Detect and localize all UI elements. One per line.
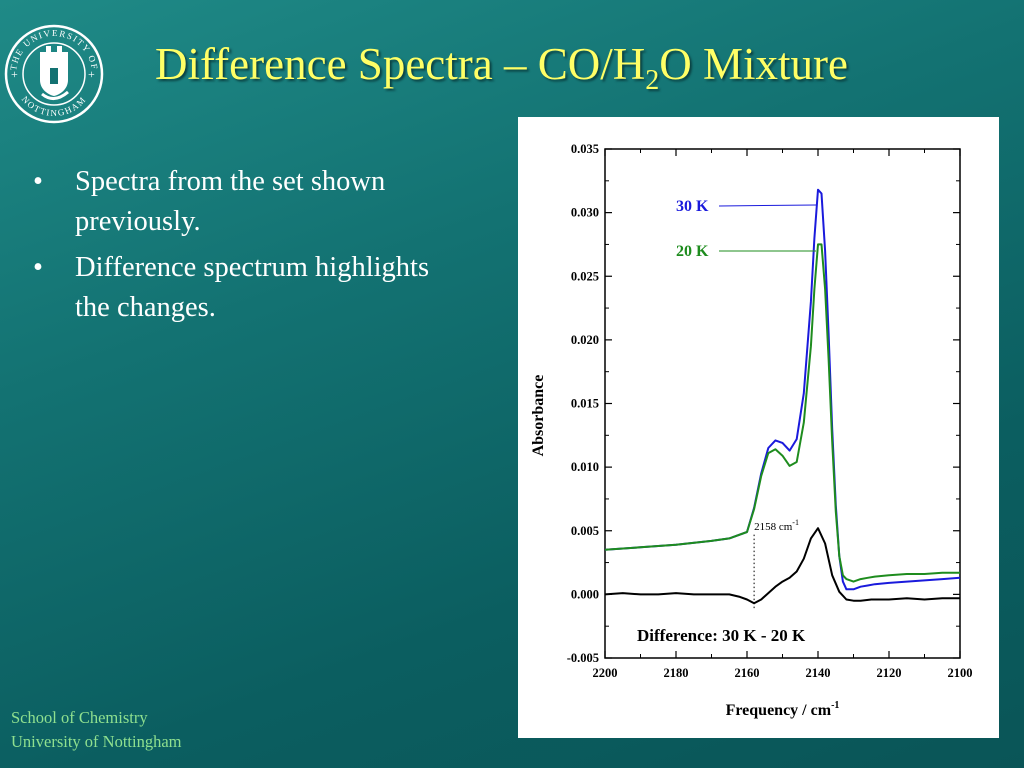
bullet-text: Difference spectrum highlights the chang… [75,252,430,323]
bullet-list: • Spectra from the set shown previously.… [30,162,470,334]
leader-line [718,204,817,207]
university-logo: THE UNIVERSITY OF NOTTINGHAM + + [2,2,106,138]
y-tick-label: 0.020 [571,333,599,347]
series-line-difference [604,527,960,605]
y-tick-label: 0.000 [571,587,599,601]
x-axis-label-sup: -1 [831,700,839,711]
y-tick-label: 0.035 [571,142,599,156]
series-line-20-k [604,243,960,583]
y-tick-label: 0.025 [571,269,599,283]
y-tick-label: 0.015 [571,397,599,411]
series-label: 20 K [676,243,709,260]
series-label: 30 K [676,198,709,215]
x-tick-label: 2100 [948,666,973,680]
x-axis-label: Frequency / cm-1 [726,700,840,719]
spectra-chart: 0.035 0.030 0.025 0.020 0.015 0.010 0.005 0.000… [530,142,973,719]
y-tick-label: 0.005 [571,524,599,538]
chart-panel: 0.035 0.030 0.025 0.020 0.015 0.010 0.005 0.000… [518,117,999,738]
university-crest-logo: THE UNIVERSITY OF NOTTINGHAM + + [4,24,104,124]
bullet-text: Spectra from the set shown previously. [75,166,386,237]
bullet-icon: • [33,166,43,197]
difference-label: Difference: 30 K - 20 K [637,626,806,645]
footer: School of Chemistry University of Nottin… [11,706,181,754]
x-tick-label: 2200 [593,666,618,680]
bullet-item: • Spectra from the set shown previously. [30,162,470,242]
title-end-text: O Mixture [659,39,848,89]
peak-marker-sup: -1 [792,518,799,527]
slide-title: Difference Spectra – CO/H2O Mixture [155,38,848,97]
title-main-text: Difference Spectra – CO/H [155,39,646,89]
bullet-icon: • [33,252,43,283]
svg-text:+: + [11,67,18,81]
y-axis-label: Absorbance [530,375,547,457]
svg-text:+: + [88,67,95,81]
title-subscript: 2 [645,65,660,96]
x-tick-label: 2160 [735,666,760,680]
footer-school: School of Chemistry [11,708,148,727]
x-tick-label: 2140 [806,666,831,680]
y-tick-label: -0.005 [567,651,599,665]
bullet-item: • Difference spectrum highlights the cha… [30,248,470,328]
peak-marker-label: 2158 cm-1 [754,518,799,533]
footer-university: University of Nottingham [11,732,182,751]
y-tick-label: 0.010 [571,460,599,474]
x-axis-label-text: Frequency / cm [726,702,832,719]
x-tick-label: 2180 [664,666,689,680]
x-tick-label: 2120 [877,666,902,680]
y-tick-label: 0.030 [571,206,599,220]
peak-marker-text: 2158 cm [754,521,793,533]
